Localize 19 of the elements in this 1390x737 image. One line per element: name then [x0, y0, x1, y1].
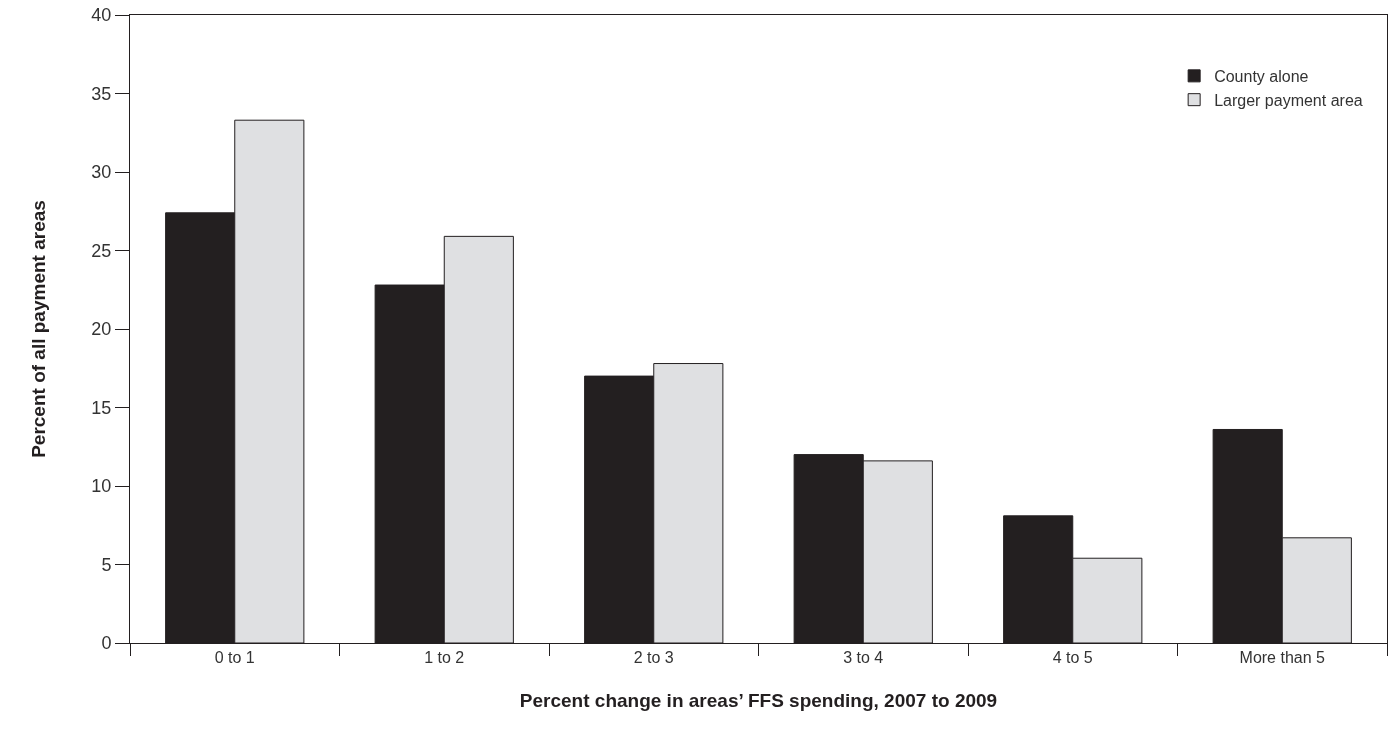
x-tick-label: 3 to 4 — [843, 649, 884, 667]
y-tick-label: 25 — [91, 240, 112, 261]
x-tick-label: More than 5 — [1239, 649, 1326, 667]
y-tick-label: 30 — [91, 162, 112, 183]
y-tick-label: 5 — [101, 554, 112, 575]
x-tick-label: 4 to 5 — [1052, 649, 1093, 667]
y-tick-label: 40 — [91, 5, 112, 26]
legend-label: County alone — [1214, 68, 1309, 86]
y-tick-label: 15 — [91, 397, 112, 418]
y-axis-title: Percent of all payment areas — [28, 200, 50, 458]
legend-label: Larger payment area — [1214, 91, 1363, 109]
x-axis-title: Percent change in areas’ FFS spending, 2007 to 2009 — [519, 690, 998, 711]
y-tick-label: 20 — [91, 319, 112, 340]
y-tick-label: 35 — [91, 83, 112, 104]
x-tick-label: 1 to 2 — [424, 649, 465, 667]
x-tick-label: 0 to 1 — [214, 649, 255, 667]
y-tick-label: 0 — [101, 633, 112, 654]
y-tick-label: 10 — [91, 476, 112, 497]
x-tick-label: 2 to 3 — [633, 649, 674, 667]
